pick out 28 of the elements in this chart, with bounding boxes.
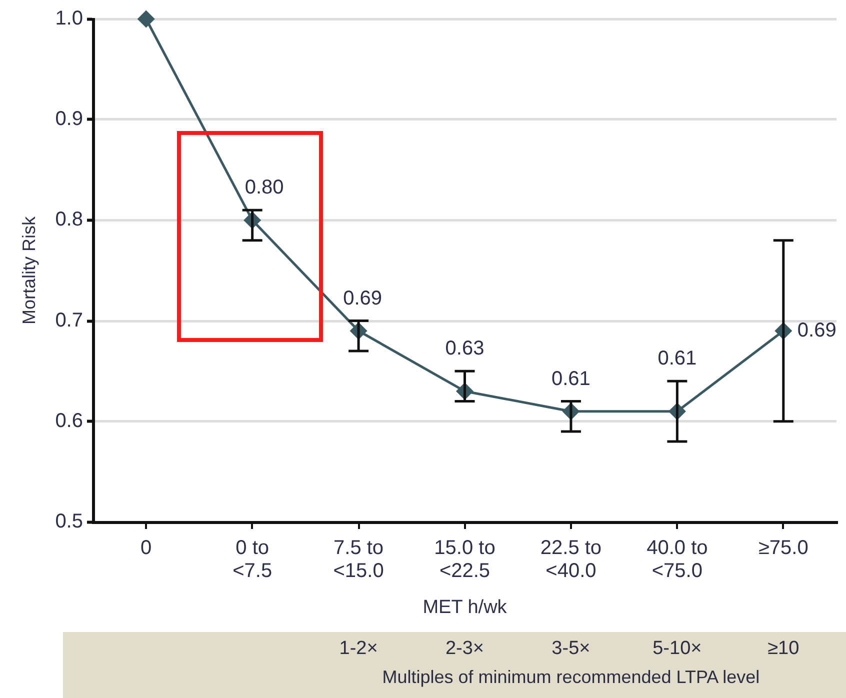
- text: 1-2×: [339, 638, 378, 660]
- text: 3-5×: [552, 638, 590, 660]
- data-label: 0.80: [244, 176, 284, 199]
- y-tick-label: 1.0: [55, 8, 83, 30]
- y-tick-label: 0.6: [55, 410, 83, 432]
- data-label: 0.63: [445, 338, 484, 360]
- y-tick-label: 0.9: [55, 108, 83, 130]
- x-axis-title: MET h/wk: [422, 596, 508, 618]
- x-tick-label: 15.0 to <22.5: [434, 537, 496, 582]
- x-tick-label: 40.0 to <75.0: [646, 537, 708, 582]
- text: 2-3×: [445, 638, 484, 660]
- x-tick-label: 0 to <7.5: [232, 537, 272, 582]
- y-tick-label: 0.7: [55, 309, 83, 332]
- point: [138, 10, 154, 28]
- x-tick-label: 7.5 to <15.0: [333, 537, 384, 582]
- text: 5-10×: [652, 638, 702, 660]
- x-tick-label: ≥75.0: [758, 537, 808, 560]
- x-tick-label: 0: [140, 537, 152, 560]
- y-tick-label: 0.5: [55, 510, 83, 533]
- text: ≥10: [768, 638, 800, 660]
- data-label: 0.61: [551, 368, 590, 390]
- data-label: 0.69: [343, 287, 382, 310]
- data-label: 0.69: [797, 319, 836, 342]
- y-tick-label: 0.8: [55, 208, 83, 231]
- text: Multiples of minimum recommended LTPA level: [382, 666, 760, 688]
- data-label: 0.61: [658, 348, 697, 370]
- x-tick-label: 22.5 to <40.0: [540, 537, 602, 582]
- y-axis-title: Mortality Risk: [18, 216, 39, 325]
